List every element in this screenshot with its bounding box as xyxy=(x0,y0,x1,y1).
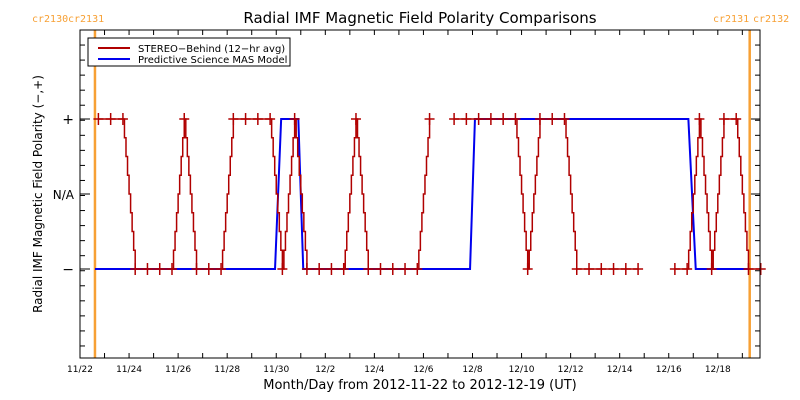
x-tick-label: 12/8 xyxy=(462,365,482,375)
data-point-stereo xyxy=(706,263,717,275)
data-point-stereo xyxy=(461,113,472,125)
data-point-stereo xyxy=(240,113,251,125)
x-axis-label: Month/Day from 2012-11-22 to 2012-12-19 … xyxy=(263,378,576,393)
x-tick-labels: 11/22 11/24 11/26 11/28 11/30 12/2 12/4 12/6 12/… xyxy=(67,365,731,375)
y-tick-label: N/A xyxy=(53,188,75,202)
legend-label-mas: Predictive Science MAS Model xyxy=(138,55,287,66)
data-point-stereo xyxy=(375,263,386,275)
data-point-stereo xyxy=(498,113,509,125)
data-point-stereo xyxy=(117,113,128,125)
data-point-stereo xyxy=(130,263,141,275)
data-point-stereo xyxy=(265,113,276,125)
data-point-stereo xyxy=(400,263,411,275)
x-tick-label: 11/22 xyxy=(67,365,93,375)
legend-box xyxy=(87,37,291,67)
data-point-stereo xyxy=(731,113,742,125)
chart-title: Radial IMF Magnetic Field Polarity Compa… xyxy=(243,9,596,27)
data-point-stereo xyxy=(522,263,533,275)
x-tick-label: 12/4 xyxy=(364,365,384,375)
data-point-stereo xyxy=(105,113,116,125)
series-line-stereo xyxy=(98,118,761,270)
series-line-mas xyxy=(94,118,750,270)
data-point-stereo xyxy=(166,263,177,275)
data-point-stereo xyxy=(571,263,582,275)
x-tick-label: 12/14 xyxy=(607,365,633,375)
data-point-stereo xyxy=(350,113,361,125)
data-point-stereo xyxy=(424,113,435,125)
axis-ticks xyxy=(79,29,760,358)
data-point-stereo xyxy=(743,263,754,275)
y-tick-label: − xyxy=(62,262,74,278)
data-point-stereo xyxy=(412,263,423,275)
data-point-stereo xyxy=(449,113,460,125)
cr-label-left-2: cr2131 xyxy=(68,14,104,25)
data-point-stereo xyxy=(326,263,337,275)
data-point-stereo xyxy=(289,113,300,125)
data-point-stereo xyxy=(142,263,153,275)
data-point-stereo xyxy=(338,263,349,275)
data-point-stereo xyxy=(228,113,239,125)
carrington-markers xyxy=(93,30,751,358)
data-point-stereo xyxy=(216,263,227,275)
cr-label-right-2: cr2132 xyxy=(753,14,789,25)
x-tick-label: 12/16 xyxy=(656,365,682,375)
data-point-stereo xyxy=(179,113,190,125)
data-point-stereo xyxy=(301,263,312,275)
x-tick-label: 12/18 xyxy=(705,365,731,375)
data-point-stereo xyxy=(633,263,644,275)
data-point-stereo xyxy=(510,113,521,125)
data-point-stereo xyxy=(277,263,288,275)
x-tick-label: 12/2 xyxy=(315,365,335,375)
x-tick-label: 12/10 xyxy=(509,365,535,375)
x-tick-label: 11/26 xyxy=(165,365,191,375)
cr-label-right-1: cr2131 xyxy=(713,14,749,25)
data-point-stereo xyxy=(682,263,693,275)
data-point-stereo xyxy=(252,113,263,125)
data-point-stereo xyxy=(755,263,766,275)
cr-label-left-1: cr2130 xyxy=(32,14,68,25)
data-point-stereo xyxy=(93,113,104,125)
data-point-stereo xyxy=(534,113,545,125)
data-point-stereo xyxy=(203,263,214,275)
data-point-stereo xyxy=(387,263,398,275)
data-point-stereo xyxy=(694,113,705,125)
x-tick-label: 12/6 xyxy=(413,365,433,375)
plot-frame xyxy=(79,29,761,359)
x-tick-label: 12/12 xyxy=(558,365,584,375)
x-tick-label: 11/30 xyxy=(263,365,289,375)
y-axis-label: Radial IMF Magnetic Field Polarity (−,+) xyxy=(31,75,45,313)
data-point-stereo xyxy=(584,263,595,275)
data-point-stereo xyxy=(620,263,631,275)
data-point-stereo xyxy=(547,113,558,125)
data-point-stereo xyxy=(314,263,325,275)
legend-label-stereo: STEREO−Behind (12−hr avg) xyxy=(138,44,285,55)
x-tick-label: 11/28 xyxy=(214,365,240,375)
data-point-stereo xyxy=(154,263,165,275)
data-point-stereo xyxy=(596,263,607,275)
y-tick-label: + xyxy=(62,112,74,128)
data-point-stereo xyxy=(718,113,729,125)
data-point-stereo xyxy=(559,113,570,125)
legend: STEREO−Behind (12−hr avg) Predictive Sci… xyxy=(87,37,291,67)
data-point-stereo xyxy=(669,263,680,275)
data-point-stereo xyxy=(485,113,496,125)
y-tick-labels: + N/A − xyxy=(53,112,75,278)
series-group xyxy=(93,113,766,275)
data-point-stereo xyxy=(363,263,374,275)
data-point-stereo xyxy=(473,113,484,125)
data-point-stereo xyxy=(608,263,619,275)
x-tick-label: 11/24 xyxy=(116,365,142,375)
data-point-stereo xyxy=(191,263,202,275)
